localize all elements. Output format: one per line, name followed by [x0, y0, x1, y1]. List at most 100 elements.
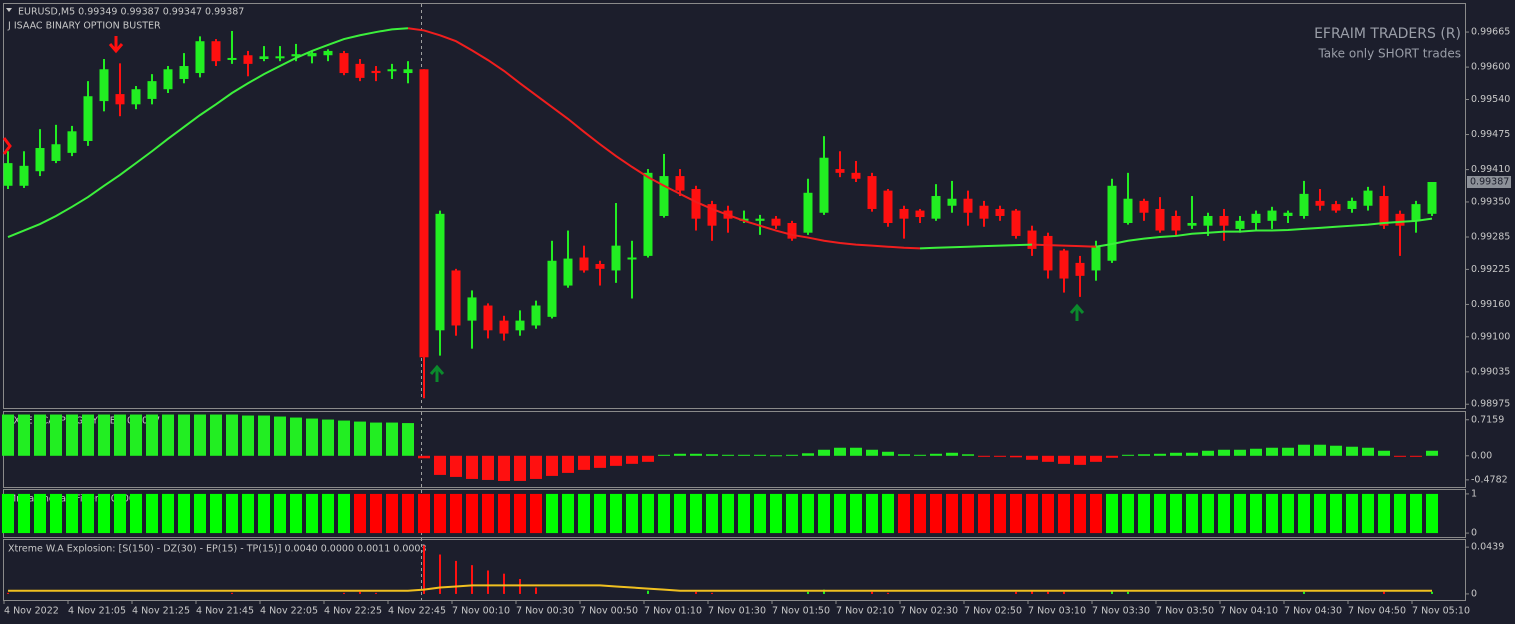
histogram-bar — [962, 454, 974, 456]
histogram-bar — [994, 493, 1006, 534]
histogram-bar — [50, 414, 62, 456]
y-tick-label: 0.99035 — [1471, 366, 1510, 377]
histogram-bar — [674, 453, 686, 456]
candle-body — [179, 66, 189, 79]
histogram-bar — [562, 455, 574, 473]
candle-body — [643, 172, 653, 256]
histogram-bar — [1058, 493, 1070, 534]
y-tick-label: 0.99475 — [1471, 129, 1510, 140]
histogram-bar — [626, 493, 638, 534]
candle-body — [1107, 185, 1117, 261]
candle-body — [691, 189, 701, 219]
histogram-bar — [1042, 455, 1054, 462]
histogram-bar — [130, 493, 142, 534]
histogram-bar — [1426, 493, 1438, 534]
histogram-bar — [1026, 493, 1038, 534]
histogram-bar — [738, 493, 750, 534]
histogram-bar — [1282, 493, 1294, 534]
histogram-bar — [226, 414, 238, 456]
histogram-bar — [487, 570, 489, 594]
histogram-bar — [530, 493, 542, 534]
candle-body — [163, 69, 173, 90]
histogram-bar — [354, 421, 366, 456]
histogram-bar — [1218, 449, 1230, 456]
histogram-bar — [1106, 493, 1118, 534]
candle-body — [867, 176, 877, 209]
annotation: Take only SHORT trades — [1317, 47, 1461, 61]
histogram-bar — [2, 493, 14, 534]
candle-body — [131, 89, 141, 105]
histogram-bar — [226, 493, 238, 534]
histogram-bar — [482, 493, 494, 534]
histogram-bar — [114, 414, 126, 456]
last-price-label: 0.99387 — [1470, 176, 1509, 187]
histogram-bar — [850, 447, 862, 456]
histogram-bar — [2, 414, 14, 456]
histogram-bar — [258, 493, 270, 534]
histogram-bar — [1282, 447, 1294, 456]
histogram-bar — [98, 414, 110, 456]
y-tick-label: 0.99100 — [1471, 331, 1510, 342]
candle-body — [1363, 190, 1373, 206]
histogram-bar — [1431, 591, 1433, 594]
histogram-bar — [978, 455, 990, 457]
histogram-bar — [418, 493, 430, 534]
chart-title: EURUSD,M5 0.99349 0.99387 0.99347 0.9938… — [18, 7, 244, 18]
histogram-bar — [642, 455, 654, 462]
histogram-bar — [946, 452, 958, 456]
candle-body — [1075, 262, 1085, 276]
histogram-bar — [658, 493, 670, 534]
histogram-bar — [1186, 452, 1198, 456]
histogram-bar — [754, 493, 766, 534]
candle-body — [211, 41, 221, 62]
x-tick-label: 7 Nov 01:10 — [644, 606, 702, 617]
histogram-bar — [1266, 447, 1278, 456]
histogram-bar — [887, 592, 889, 594]
histogram-bar — [242, 493, 254, 534]
x-tick-label: 4 Nov 2022 — [4, 606, 59, 617]
histogram-bar — [370, 422, 382, 456]
candle-body — [979, 205, 989, 219]
x-tick-label: 4 Nov 22:25 — [324, 606, 382, 617]
histogram-bar — [695, 591, 697, 594]
histogram-bar — [546, 455, 558, 476]
candle-body — [851, 172, 861, 179]
candle-body — [243, 55, 253, 64]
candle-body — [659, 176, 669, 216]
histogram-bar — [146, 414, 158, 456]
histogram-bar — [802, 493, 814, 534]
histogram-bar — [818, 449, 830, 456]
histogram-bar — [754, 454, 766, 456]
x-tick-label: 7 Nov 04:50 — [1348, 606, 1406, 617]
histogram-bar — [610, 493, 622, 534]
candle-body — [1219, 215, 1229, 226]
y-tick-label: 0.99160 — [1471, 299, 1510, 310]
panel-title: Xtreme W.A Explosion: [S(150) - DZ(30) -… — [8, 544, 427, 555]
candle-body — [771, 218, 781, 226]
histogram-bar — [210, 414, 222, 456]
candle-body — [915, 210, 925, 218]
histogram-bar — [7, 592, 9, 594]
histogram-bar — [439, 554, 441, 594]
y-tick-label: 0.00 — [1471, 450, 1492, 461]
candle-body — [1091, 245, 1101, 271]
candle-body — [563, 258, 573, 286]
histogram-bar — [786, 454, 798, 456]
histogram-bar — [322, 493, 334, 534]
histogram-bar — [34, 493, 46, 534]
histogram-bar — [1234, 449, 1246, 456]
x-tick-label: 7 Nov 02:30 — [900, 606, 958, 617]
x-tick-label: 7 Nov 02:50 — [964, 606, 1022, 617]
histogram-bar — [1362, 493, 1374, 534]
candle-body — [1059, 250, 1069, 279]
histogram-bar — [82, 414, 94, 456]
histogram-bar — [962, 493, 974, 534]
histogram-bar — [658, 454, 670, 456]
histogram-bar — [1383, 591, 1385, 594]
histogram-bar — [722, 454, 734, 456]
histogram-bar — [1346, 493, 1358, 534]
candle-body — [467, 297, 477, 321]
histogram-bar — [231, 592, 233, 594]
candle-body — [99, 69, 109, 102]
